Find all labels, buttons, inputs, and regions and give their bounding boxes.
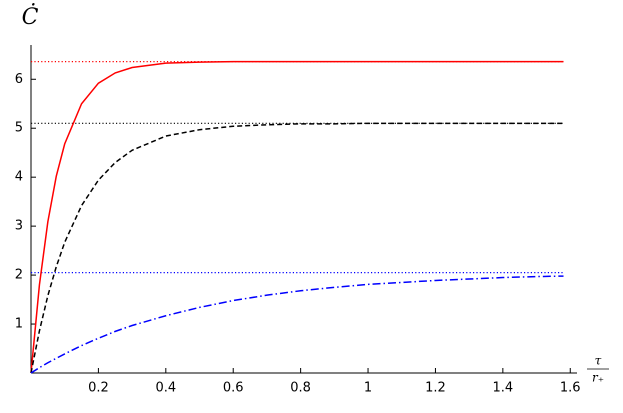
y-tick-label: 4 xyxy=(15,170,23,185)
y-tick-label: 5 xyxy=(15,121,23,136)
x-tick-label: 0.4 xyxy=(155,381,176,396)
x-axis-label-denominator: r₊ xyxy=(592,371,604,385)
data-line xyxy=(30,275,564,374)
x-tick-label: 1.6 xyxy=(560,381,581,396)
y-tick-label: 2 xyxy=(15,268,23,283)
data-line xyxy=(30,60,564,374)
data-line xyxy=(30,122,564,374)
x-tick-label: 1.2 xyxy=(425,381,446,396)
x-tick-label: 0.2 xyxy=(88,381,109,396)
x-tick-label: 0.6 xyxy=(223,381,244,396)
y-tick-label: 1 xyxy=(15,317,23,332)
x-tick-label: 1 xyxy=(364,381,372,396)
x-tick-label: 1.4 xyxy=(493,381,514,396)
y-tick-label: 6 xyxy=(15,72,23,87)
x-axis-label-numerator: τ xyxy=(595,354,602,368)
y-tick-label: 3 xyxy=(15,219,23,234)
y-axis-label: Ċ xyxy=(22,3,39,30)
x-tick-label: 0.8 xyxy=(290,381,311,396)
